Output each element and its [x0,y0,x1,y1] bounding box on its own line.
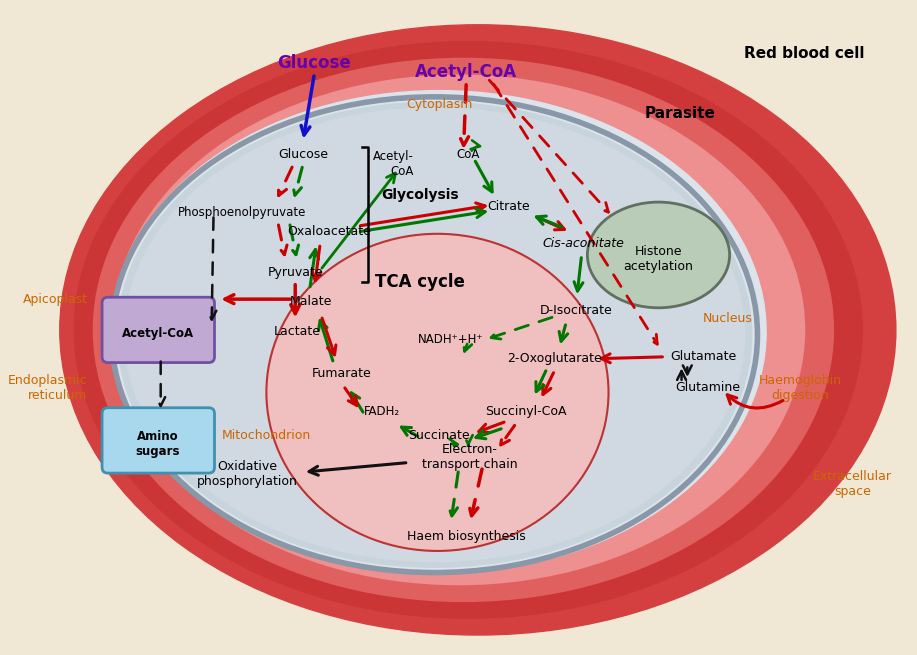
Text: Glycolysis: Glycolysis [381,189,459,202]
Ellipse shape [60,25,896,635]
Ellipse shape [267,234,609,551]
FancyBboxPatch shape [102,408,215,473]
Text: NADH⁺+H⁺: NADH⁺+H⁺ [418,333,483,346]
Ellipse shape [74,42,862,618]
Text: Oxaloacetate: Oxaloacetate [287,225,370,238]
Text: Haemoglobin
digestion: Haemoglobin digestion [758,373,841,402]
Text: Glutamine: Glutamine [675,381,740,394]
Text: Histone
acetylation: Histone acetylation [624,245,693,272]
Text: Lactate: Lactate [273,326,321,339]
Text: Nucleus: Nucleus [702,312,753,325]
Text: Haem biosynthesis: Haem biosynthesis [407,530,525,543]
Text: Acetyl-
CoA: Acetyl- CoA [372,149,414,178]
Text: Cis-aconitate: Cis-aconitate [543,237,624,250]
Text: Cytoplasm: Cytoplasm [406,98,472,111]
Text: Malate: Malate [290,295,332,308]
Text: Extracellular
space: Extracellular space [813,470,892,498]
Text: Succinate: Succinate [409,429,470,442]
Text: Glucose: Glucose [278,54,351,72]
Text: D-Isocitrate: D-Isocitrate [539,304,613,317]
Ellipse shape [113,75,804,584]
Text: Phosphoenolpyruvate: Phosphoenolpyruvate [178,206,306,219]
Text: Oxidative
phosphorylation: Oxidative phosphorylation [197,460,298,488]
Text: 2-Oxoglutarate: 2-Oxoglutarate [507,352,602,365]
Ellipse shape [94,58,834,601]
Text: Amino
sugars: Amino sugars [136,430,180,458]
Text: CoA: CoA [457,149,480,162]
Text: Succinyl-CoA: Succinyl-CoA [485,405,567,418]
Ellipse shape [588,202,730,308]
Text: Parasite: Parasite [645,106,715,121]
Text: Fumarate: Fumarate [312,367,371,380]
Text: Glucose: Glucose [278,149,328,162]
Text: TCA cycle: TCA cycle [375,273,465,291]
Ellipse shape [125,108,745,561]
Text: Endoplasmic
reticulum: Endoplasmic reticulum [8,373,88,402]
Text: Citrate: Citrate [487,200,530,214]
Ellipse shape [113,90,766,573]
Ellipse shape [117,102,752,567]
Text: FADH₂: FADH₂ [364,405,400,418]
Text: Acetyl-CoA: Acetyl-CoA [415,64,517,81]
Text: Pyruvate: Pyruvate [268,266,323,279]
Text: Glutamate: Glutamate [670,350,736,364]
Text: Apicoplast: Apicoplast [23,293,88,306]
Text: Red blood cell: Red blood cell [745,46,865,61]
Text: Electron-
transport chain: Electron- transport chain [423,443,518,471]
Text: Acetyl-CoA: Acetyl-CoA [122,328,193,340]
FancyBboxPatch shape [102,297,215,363]
Text: Mitochondrion: Mitochondrion [222,429,312,442]
